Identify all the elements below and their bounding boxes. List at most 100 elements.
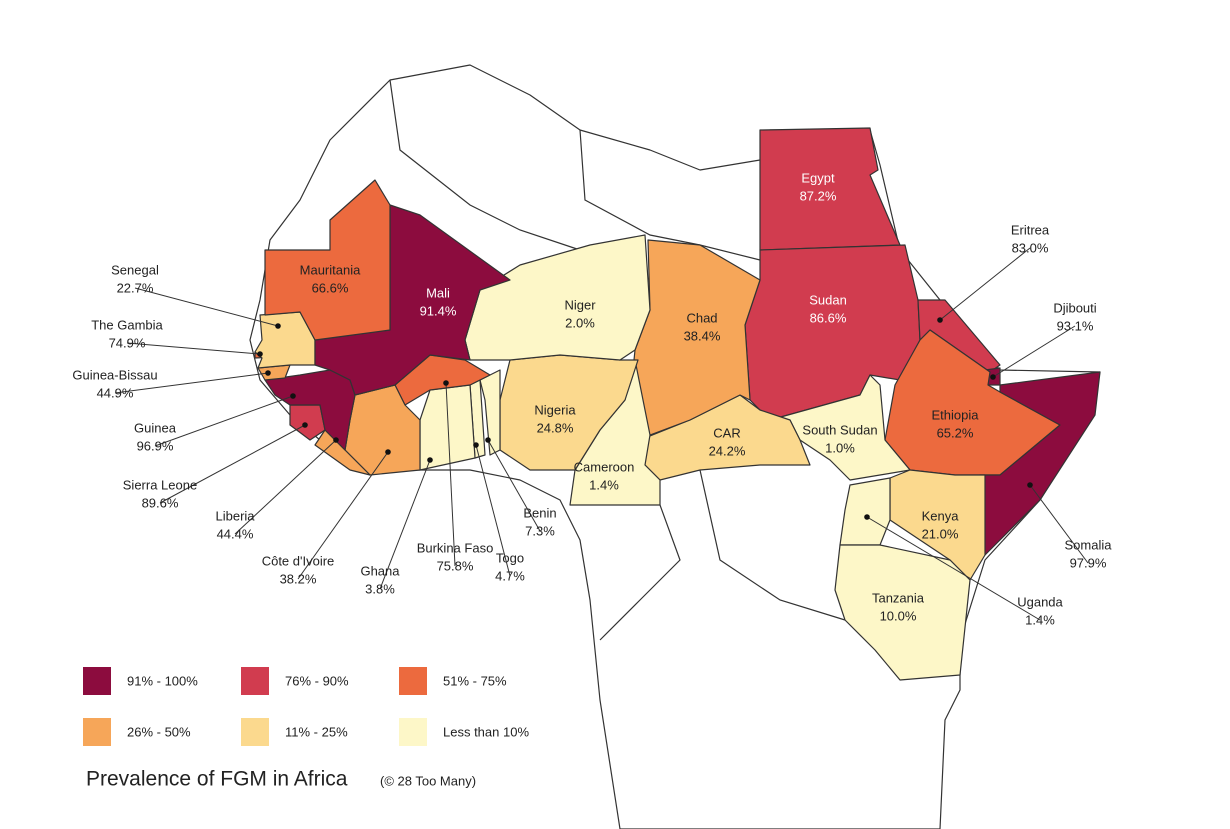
country xyxy=(264,369,356,451)
border xyxy=(389,79,581,251)
leader-line xyxy=(992,325,1076,378)
country-name: Togo xyxy=(496,550,524,565)
country-name: Guinea xyxy=(134,420,177,435)
country-name: Uganda xyxy=(1017,594,1063,609)
legend-label: 11% - 25% xyxy=(285,724,348,739)
leader-line xyxy=(297,451,389,580)
country-value: 93.1% xyxy=(1057,318,1094,333)
country-value: 22.7% xyxy=(117,280,154,295)
country-value: 75.8% xyxy=(437,558,474,573)
country-value: 1.4% xyxy=(589,477,619,492)
leader-line xyxy=(126,342,261,355)
leader-line xyxy=(939,247,1031,321)
country-name: Mauritania xyxy=(300,262,361,277)
country-name: Burkina Faso xyxy=(417,540,494,555)
country-value: 4.7% xyxy=(495,568,525,583)
country-value: 3.8% xyxy=(365,581,395,596)
country-name: Niger xyxy=(564,297,596,312)
country-value: 44.9% xyxy=(97,385,134,400)
country-value: 38.4% xyxy=(684,328,721,343)
country-name: Cameroon xyxy=(574,459,635,474)
legend-label: 76% - 90% xyxy=(285,673,349,688)
legend-swatch xyxy=(83,667,111,695)
country-value: 89.6% xyxy=(142,495,179,510)
legend-label: Less than 10% xyxy=(443,724,529,739)
legend-swatch xyxy=(399,718,427,746)
leader-line xyxy=(445,382,456,567)
title: Prevalence of FGM in Africa xyxy=(86,768,348,791)
country-value: 1.0% xyxy=(825,440,855,455)
country-value: 65.2% xyxy=(937,425,974,440)
border xyxy=(699,469,846,621)
country-name: Ghana xyxy=(360,563,400,578)
border xyxy=(599,504,681,641)
marker-dot xyxy=(937,317,943,323)
country-name: Egypt xyxy=(801,170,835,185)
country-name: Sierra Leone xyxy=(123,477,197,492)
country-value: 66.6% xyxy=(312,280,349,295)
country-value: 74.9% xyxy=(109,335,146,350)
legend-swatch xyxy=(83,718,111,746)
country-name: Nigeria xyxy=(534,402,576,417)
country-name: The Gambia xyxy=(91,317,163,332)
country-value: 97.9% xyxy=(1070,555,1107,570)
leader-line xyxy=(114,372,269,394)
country-value: 24.2% xyxy=(709,443,746,458)
country-name: Sudan xyxy=(809,292,847,307)
legend-swatch xyxy=(241,718,269,746)
country-value: 87.2% xyxy=(800,188,837,203)
leader-line xyxy=(1029,484,1089,564)
country-name: Djibouti xyxy=(1053,300,1096,315)
marker-dot xyxy=(864,514,870,520)
country-value: 2.0% xyxy=(565,315,595,330)
marker-dot xyxy=(302,422,308,428)
legend-label: 26% - 50% xyxy=(127,724,191,739)
country-name: Mali xyxy=(426,285,450,300)
country-name: Somalia xyxy=(1065,537,1113,552)
marker-dot xyxy=(275,323,281,329)
marker-dot xyxy=(265,370,271,376)
leader-line xyxy=(487,439,541,532)
marker-dot xyxy=(427,457,433,463)
country-value: 83.0% xyxy=(1012,240,1049,255)
marker-dot xyxy=(990,374,996,380)
leader-line xyxy=(379,459,431,590)
marker-dot xyxy=(290,393,296,399)
marker-dot xyxy=(443,380,449,386)
country-value: 1.4% xyxy=(1025,612,1055,627)
border xyxy=(579,129,761,261)
legend-swatch xyxy=(241,667,269,695)
country-name: Liberia xyxy=(215,508,255,523)
leader-line xyxy=(134,287,279,327)
marker-dot xyxy=(1027,482,1033,488)
country-name: Senegal xyxy=(111,262,159,277)
credit: (© 28 Too Many) xyxy=(380,773,476,788)
leader-line xyxy=(159,424,306,504)
country-name: Benin xyxy=(523,505,556,520)
country-name: CAR xyxy=(713,425,740,440)
marker-dot xyxy=(385,449,391,455)
leader-line xyxy=(154,395,294,447)
country-name: Guinea-Bissau xyxy=(72,367,157,382)
country-value: 44.4% xyxy=(217,526,254,541)
marker-dot xyxy=(333,437,339,443)
marker-dot xyxy=(485,437,491,443)
country-name: Eritrea xyxy=(1011,222,1050,237)
country-value: 38.2% xyxy=(280,571,317,586)
country-name: Chad xyxy=(686,310,717,325)
country-name: Kenya xyxy=(922,508,960,523)
country-value: 91.4% xyxy=(420,303,457,318)
leader-line xyxy=(475,444,511,577)
country-value: 21.0% xyxy=(922,526,959,541)
leader-line xyxy=(866,516,1041,621)
country xyxy=(834,544,971,681)
country-name: South Sudan xyxy=(802,422,877,437)
legend-swatch xyxy=(399,667,427,695)
country-value: 24.8% xyxy=(537,420,574,435)
country xyxy=(314,204,511,396)
country xyxy=(264,179,391,341)
country-name: Tanzania xyxy=(872,590,925,605)
legend-label: 51% - 75% xyxy=(443,673,507,688)
marker-dot xyxy=(257,351,263,357)
